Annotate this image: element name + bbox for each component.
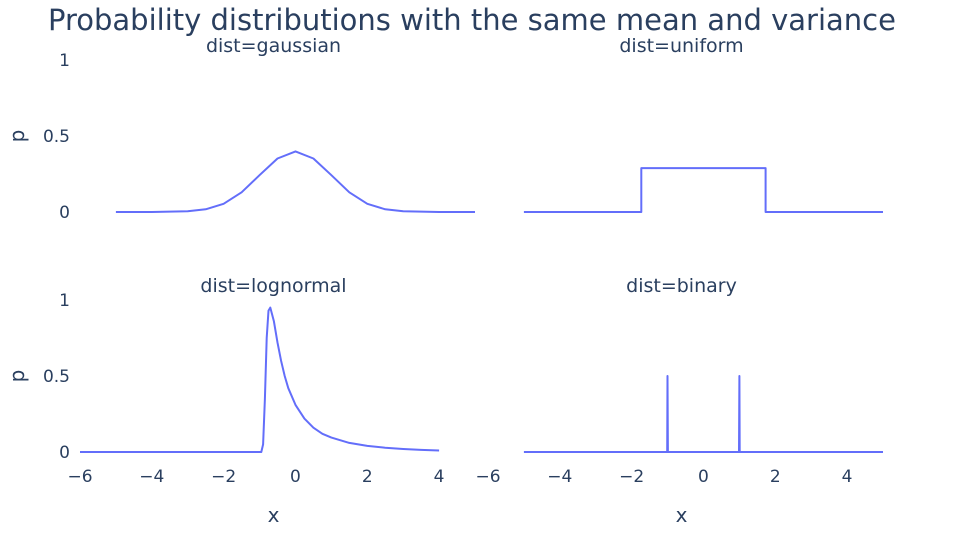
panel-uniform: dist=uniform: [523, 35, 883, 213]
y-tick-label: 0.5: [43, 127, 70, 147]
x-tick-label: 4: [434, 467, 445, 487]
y-tick-label: 1: [59, 291, 70, 311]
panel-title: dist=gaussian: [206, 35, 341, 57]
x-axis-title: x: [268, 503, 280, 527]
y-tick-label: 0.5: [43, 367, 70, 387]
panel-lognormal: dist=lognormal 0 0.5 1 p −6 −4 −2 0 2 4 x: [5, 275, 445, 527]
x-tick-label: 2: [770, 467, 781, 487]
x-tick-label: 4: [842, 467, 853, 487]
y-axis-title: p: [5, 130, 29, 143]
panel-title: dist=uniform: [619, 35, 743, 57]
y-tick-label: 0: [59, 443, 70, 463]
panel-gaussian: dist=gaussian 0 0.5 1 p: [5, 35, 475, 223]
panel-title: dist=binary: [626, 275, 737, 297]
x-tick-label: 0: [698, 467, 709, 487]
y-tick-label: 1: [59, 51, 70, 71]
series-line: [115, 150, 475, 213]
x-tick-label: −6: [67, 467, 92, 487]
y-axis-title: p: [5, 370, 29, 383]
panel-title: dist=lognormal: [200, 275, 346, 297]
series-line: [523, 167, 883, 213]
x-tick-label: 0: [290, 467, 301, 487]
panels-layer: dist=gaussian 0 0.5 1 p dist=uniform dist=logn…: [5, 35, 883, 527]
y-tick-label: 0: [59, 203, 70, 223]
x-tick-label: −6: [475, 467, 500, 487]
x-tick-label: −4: [139, 467, 164, 487]
x-axis-title: x: [676, 503, 688, 527]
x-tick-label: 2: [362, 467, 373, 487]
x-tick-label: −2: [211, 467, 236, 487]
series-line: [80, 306, 440, 453]
x-tick-label: −4: [547, 467, 572, 487]
series-line: [523, 375, 883, 453]
panel-binary: dist=binary −6 −4 −2 0 2 4 x: [475, 275, 883, 527]
x-tick-label: −2: [619, 467, 644, 487]
chart-title: Probability distributions with the same …: [48, 3, 896, 37]
